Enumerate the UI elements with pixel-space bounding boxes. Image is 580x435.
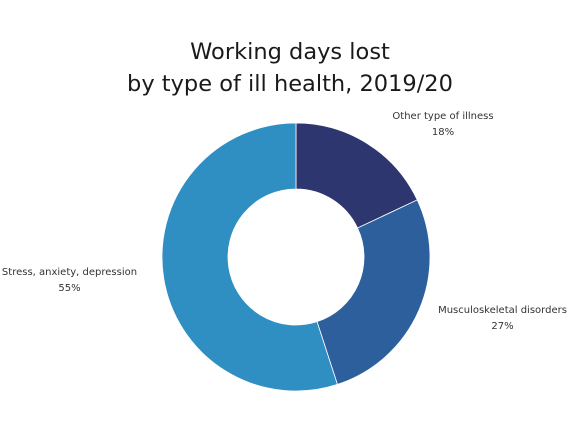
chart-title-line-1: Working days lost bbox=[190, 39, 390, 65]
slice-label-other-illness: Other type of illness 18% bbox=[368, 109, 518, 141]
slice-value-other-illness: 18% bbox=[431, 127, 455, 138]
slice-value-musculoskeletal: 27% bbox=[491, 321, 514, 332]
slice-name-other-illness: Other type of illness bbox=[392, 111, 494, 122]
donut-slice-stress-anxiety-depression bbox=[161, 122, 338, 392]
donut-slice-musculoskeletal-disorders bbox=[316, 199, 431, 385]
slice-name-musculoskeletal: Musculoskeletal disorders bbox=[438, 305, 567, 316]
slice-name-stress: Stress, anxiety, depression bbox=[1, 267, 138, 278]
slice-value-stress: 55% bbox=[58, 283, 81, 294]
slice-label-musculoskeletal: Musculoskeletal disorders 27% bbox=[420, 303, 580, 335]
chart-title-line-2: by type of ill health, 2019/20 bbox=[127, 71, 453, 97]
slice-label-stress: Stress, anxiety, depression 55% bbox=[0, 265, 152, 297]
